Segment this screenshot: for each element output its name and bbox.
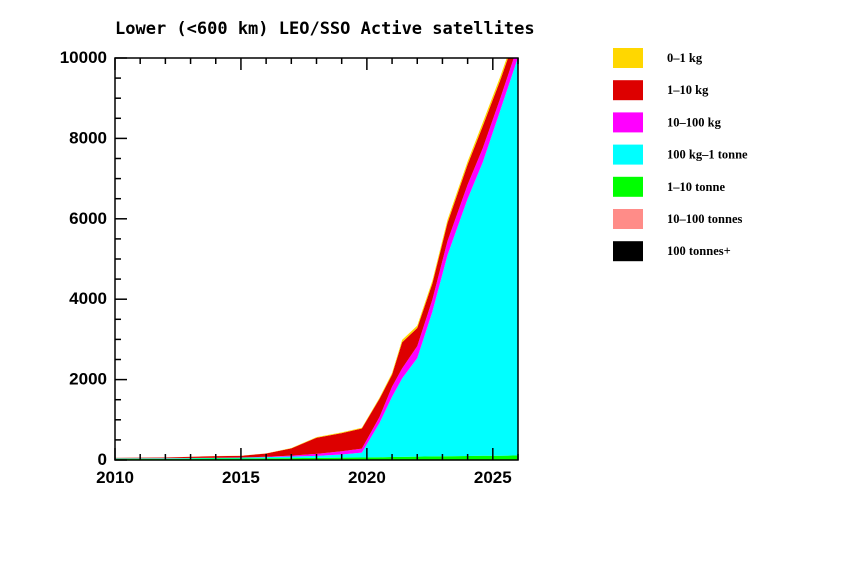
legend-label: 1–10 kg <box>667 83 709 97</box>
legend-swatch <box>613 209 643 229</box>
legend-swatch <box>613 112 643 133</box>
x-tick-label: 2010 <box>96 468 134 487</box>
y-tick-label: 10000 <box>60 48 107 67</box>
x-tick-label: 2025 <box>474 468 512 487</box>
stacked-areas <box>115 58 518 460</box>
legend-swatch <box>613 80 643 101</box>
legend-item: 1–10 tonne <box>613 176 725 197</box>
legend: 0–1 kg 1–10 kg 10–100 kg 100 kg–1 tonne 1–10… <box>613 48 748 262</box>
y-tick-label: 8000 <box>69 128 107 147</box>
legend-item: 0–1 kg <box>613 48 703 68</box>
legend-item: 10–100 kg <box>613 112 722 133</box>
legend-swatch <box>613 144 643 165</box>
axes: 0 2000 4000 6000 8000 10000 2010 2015 2020 2025 <box>60 48 519 487</box>
legend-item: 100 kg–1 tonne <box>613 144 748 165</box>
x-tick-label: 2020 <box>348 468 386 487</box>
legend-item: 100 tonnes+ <box>613 241 731 262</box>
legend-label: 10–100 kg <box>667 115 722 129</box>
legend-item: 1–10 kg <box>613 80 709 101</box>
legend-label: 0–1 kg <box>667 51 703 65</box>
y-tick-label: 4000 <box>69 289 107 308</box>
y-tick-label: 0 <box>98 450 107 469</box>
chart-title: Lower (<600 km) LEO/SSO Active satellite… <box>115 19 535 39</box>
legend-label: 100 kg–1 tonne <box>667 148 748 162</box>
area-10-100-kg <box>115 58 518 459</box>
y-tick-label: 6000 <box>69 209 107 228</box>
legend-swatch <box>613 241 643 262</box>
legend-swatch <box>613 176 643 197</box>
legend-item: 10–100 tonnes <box>613 209 742 229</box>
legend-label: 1–10 tonne <box>667 180 725 194</box>
legend-swatch <box>613 48 643 68</box>
legend-label: 10–100 tonnes <box>667 212 742 226</box>
area-100-kg-1-tonne <box>115 58 518 459</box>
x-tick-label: 2015 <box>222 468 260 487</box>
legend-label: 100 tonnes+ <box>667 244 731 258</box>
y-tick-label: 2000 <box>69 370 107 389</box>
